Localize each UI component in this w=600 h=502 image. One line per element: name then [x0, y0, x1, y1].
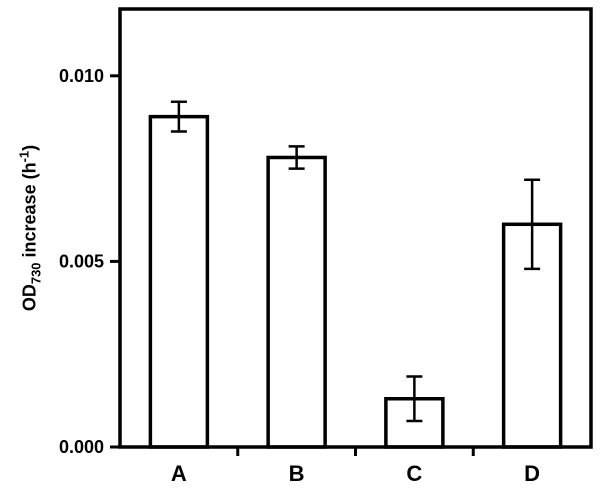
y-axis-label-text: OD — [19, 284, 40, 312]
plot-border — [118, 7, 593, 449]
y-axis-label-text: increase (h — [19, 162, 40, 263]
y-tick-label: 0.000 — [59, 437, 104, 457]
y-tick-label: 0.010 — [59, 66, 104, 86]
bar-B — [266, 155, 327, 449]
x-tick-label: B — [289, 461, 305, 486]
x-tick-label: D — [524, 461, 540, 486]
y-axis-label-subscript: 730 — [28, 262, 44, 285]
y-axis-label-superscript: -1 — [16, 150, 32, 163]
y-axis-label-text: ) — [19, 144, 40, 151]
y-axis-label: OD730 increase (h-1) — [17, 145, 44, 311]
y-tick-label: 0.005 — [59, 251, 104, 271]
x-tick-label: C — [406, 461, 422, 486]
x-tick-label: A — [171, 461, 187, 486]
bar-A — [148, 114, 210, 449]
